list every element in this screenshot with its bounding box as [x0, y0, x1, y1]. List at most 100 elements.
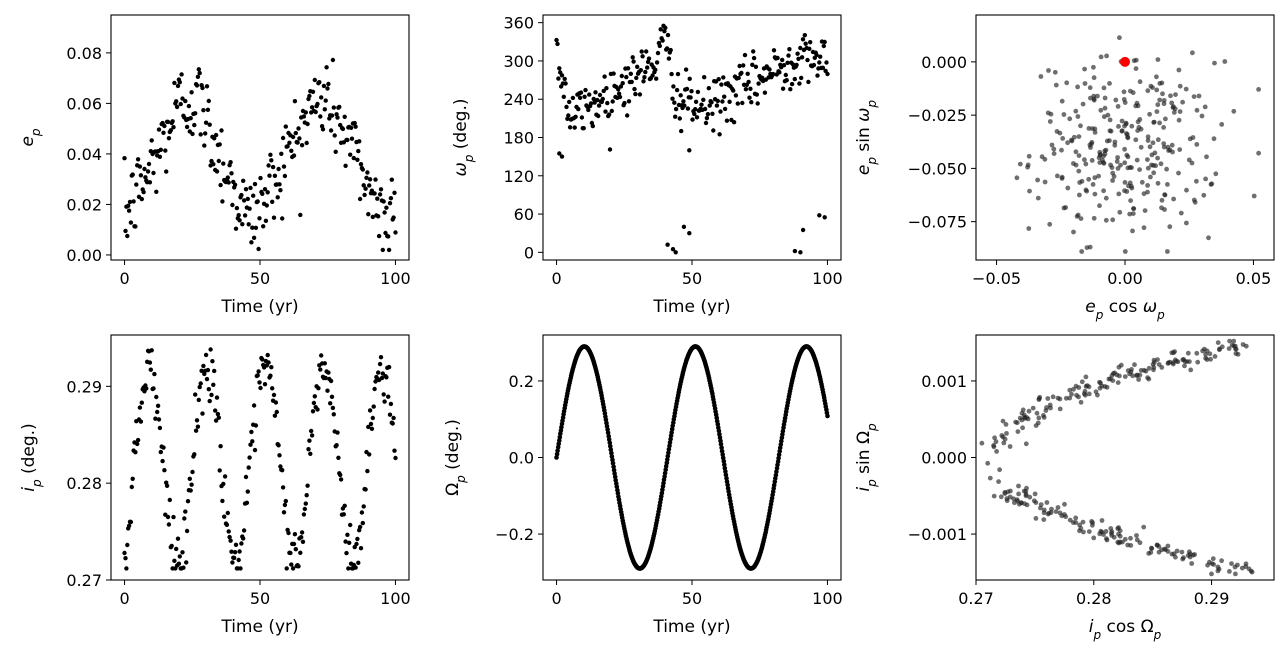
data-point — [1041, 517, 1047, 522]
data-point — [1014, 175, 1020, 181]
data-point — [156, 417, 162, 422]
data-point — [372, 191, 377, 196]
data-point — [1130, 228, 1135, 234]
data-point — [1150, 140, 1156, 146]
data-point — [987, 475, 993, 481]
data-point — [1154, 74, 1159, 80]
data-point — [1124, 131, 1129, 136]
data-point — [1107, 81, 1112, 86]
data-point — [152, 371, 157, 377]
data-point — [797, 81, 802, 86]
data-point — [204, 376, 210, 382]
data-point — [344, 550, 349, 556]
data-point — [335, 115, 340, 120]
x-tick-label: 50 — [250, 589, 270, 608]
data-point — [1061, 112, 1067, 117]
data-point — [555, 445, 561, 450]
data-point — [1222, 59, 1228, 64]
data-point — [180, 550, 185, 555]
data-point — [194, 83, 200, 88]
data-point — [1231, 338, 1237, 344]
data-point — [1207, 351, 1213, 357]
data-point — [815, 73, 820, 78]
data-point — [236, 557, 241, 563]
data-point — [579, 115, 585, 120]
data-point — [1053, 509, 1059, 514]
data-point — [328, 378, 334, 384]
data-point — [814, 52, 819, 58]
data-point — [356, 148, 361, 154]
data-point — [276, 166, 281, 172]
data-point — [207, 398, 212, 404]
data-point — [770, 71, 776, 77]
data-point — [653, 67, 658, 73]
data-point — [348, 125, 354, 130]
data-point — [1007, 444, 1013, 449]
data-point — [720, 99, 725, 104]
data-point — [214, 395, 220, 400]
data-point — [319, 95, 324, 100]
data-point — [1169, 142, 1175, 148]
data-point — [1141, 524, 1147, 530]
data-point — [694, 115, 700, 120]
data-point — [1130, 211, 1136, 217]
data-point — [225, 510, 230, 516]
x-tick-label: 50 — [682, 269, 702, 288]
data-point — [188, 488, 193, 493]
data-point — [142, 166, 147, 172]
data-point — [276, 443, 281, 448]
data-point — [301, 114, 307, 119]
data-point — [1108, 376, 1113, 382]
data-point — [138, 419, 144, 424]
data-point — [248, 185, 253, 191]
data-point — [262, 382, 268, 387]
data-point — [124, 566, 129, 571]
data-point — [226, 529, 231, 534]
data-point — [324, 65, 329, 70]
data-point — [203, 120, 209, 125]
data-point — [249, 240, 254, 245]
data-point — [1116, 364, 1122, 370]
data-point — [139, 196, 144, 202]
data-point — [213, 408, 218, 413]
axes-frame — [110, 14, 410, 261]
data-point — [1098, 54, 1104, 60]
data-point — [162, 123, 167, 129]
data-point — [283, 498, 288, 504]
data-point — [786, 53, 791, 58]
data-point — [1131, 206, 1137, 212]
data-point — [217, 468, 222, 473]
data-point — [570, 95, 576, 101]
x-tick-label: 0 — [551, 269, 561, 288]
data-point — [386, 394, 391, 399]
data-point — [751, 49, 756, 54]
data-point — [1162, 207, 1167, 212]
data-point — [1004, 431, 1009, 436]
data-point — [1065, 140, 1070, 146]
data-point — [1067, 395, 1073, 401]
x-tick-label: 0.05 — [1236, 269, 1272, 288]
data-point — [380, 247, 385, 253]
y-tick-label: −0.075 — [908, 213, 967, 232]
data-point — [1176, 170, 1181, 176]
data-point — [1042, 179, 1048, 185]
y-axis-label: ip sin Ωp — [854, 423, 879, 492]
data-point — [991, 444, 997, 450]
data-point — [128, 220, 134, 225]
y-tick-label: 300 — [503, 52, 534, 71]
data-point — [663, 25, 668, 30]
data-point — [284, 566, 289, 571]
data-point — [740, 100, 745, 106]
data-point — [367, 452, 372, 457]
data-point — [779, 435, 785, 441]
data-point — [309, 433, 315, 438]
data-point — [1149, 152, 1155, 158]
data-point — [1062, 501, 1067, 507]
data-point — [1134, 100, 1140, 106]
data-point — [379, 375, 385, 381]
data-point — [662, 29, 667, 34]
data-point — [1149, 162, 1154, 168]
data-point — [200, 411, 205, 416]
data-point — [557, 66, 562, 71]
data-point — [287, 140, 292, 145]
